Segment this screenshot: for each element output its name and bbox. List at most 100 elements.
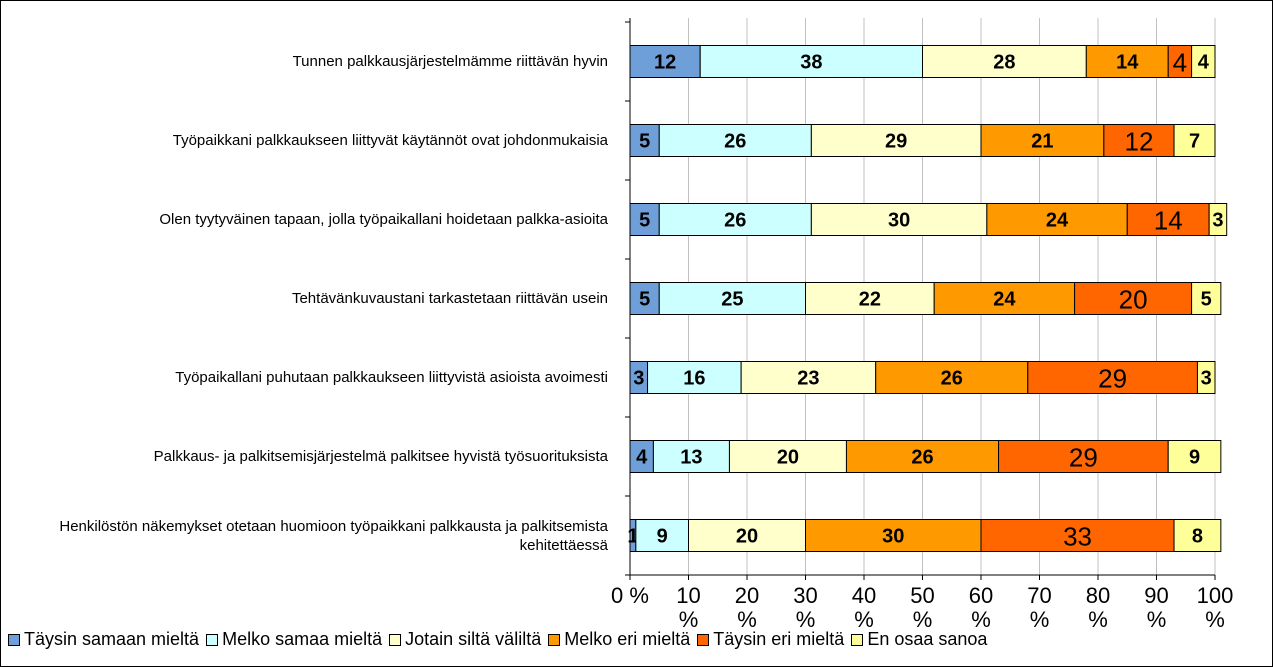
data-label: 26 [941, 368, 963, 390]
data-label: 26 [724, 210, 746, 232]
data-label: 9 [1189, 447, 1200, 469]
bar-segment [1191, 282, 1222, 315]
data-label: 14 [1116, 52, 1139, 74]
data-label: 24 [993, 289, 1016, 311]
legend-label: Täysin samaan mieltä [24, 629, 200, 649]
x-tick-label: 100 % [1196, 583, 1234, 632]
data-label: 16 [683, 368, 705, 390]
legend-label: Melko samaa mieltä [222, 629, 383, 649]
x-tick-label: 80 % [1085, 583, 1111, 632]
x-tick-label: 10 % [676, 583, 701, 632]
legend-swatch [548, 633, 561, 646]
legend-item: Täysin samaan mieltä [8, 629, 199, 650]
bar-segment [1191, 45, 1216, 78]
bar-segment [810, 124, 982, 157]
legend-item: Melko samaa mieltä [206, 629, 382, 650]
legend-label: Melko eri mieltä [564, 629, 691, 649]
x-tick-label: 50 % [910, 583, 935, 632]
data-label: 14 [1154, 206, 1183, 236]
data-label: 3 [633, 368, 644, 390]
legend-swatch [389, 633, 402, 646]
legend-item: Täysin eri mieltä [697, 629, 844, 650]
data-label: 20 [736, 526, 758, 548]
bar-segment [629, 124, 660, 157]
bar-segment [629, 203, 660, 236]
x-tick-label: 90 % [1144, 583, 1169, 632]
legend-item: En osaa sanoa [851, 629, 987, 650]
x-tick-label: 40 % [851, 583, 877, 632]
x-tick-label: 0 % [611, 583, 649, 608]
bar-segment [1196, 361, 1216, 394]
data-label: 9 [657, 526, 668, 548]
data-label: 21 [1031, 131, 1053, 153]
bar-segment [658, 203, 812, 236]
data-label: 13 [680, 447, 702, 469]
legend-label: Täysin eri mieltä [713, 629, 845, 649]
category-label: Tunnen palkkausjärjestelmämme riittävän … [292, 53, 608, 70]
data-label: 5 [639, 289, 650, 311]
data-label: 20 [777, 447, 799, 469]
bar-segment [845, 440, 1000, 473]
x-tick-label: 20 % [734, 583, 760, 632]
data-label: 29 [885, 131, 907, 153]
data-label: 8 [1192, 526, 1203, 548]
legend-item: Melko eri mieltä [548, 629, 690, 650]
data-label: 5 [639, 131, 650, 153]
bar-segment [658, 282, 806, 315]
category-label: Työpaikkani palkkaukseen liittyvät käytä… [172, 132, 608, 149]
data-label: 12 [1124, 127, 1153, 157]
data-label: 28 [993, 52, 1015, 74]
bar-segment [1085, 45, 1169, 78]
bar-segment [1208, 203, 1228, 236]
data-label: 3 [1212, 210, 1223, 232]
bar-segment [980, 519, 1175, 552]
data-label: 38 [800, 52, 822, 74]
data-label: 26 [911, 447, 933, 469]
bar-segment [1103, 124, 1175, 157]
legend-swatch [851, 633, 864, 646]
x-tick-label: 60 % [968, 583, 994, 632]
data-label: 29 [1098, 364, 1127, 394]
category-label: Olen tyytyväinen tapaan, jolla työpaikal… [159, 211, 608, 228]
category-label: Palkkaus- ja palkitsemisjärjestelmä palk… [153, 448, 608, 465]
bar-segment [805, 519, 982, 552]
x-tick-label: 70 % [1027, 583, 1052, 632]
bar-segment [699, 45, 924, 78]
bar-segment [652, 440, 730, 473]
legend-swatch [697, 633, 710, 646]
category-label: Työpaikallani puhutaan palkkaukseen liit… [175, 369, 608, 386]
data-label: 5 [1201, 289, 1212, 311]
data-label: 22 [859, 289, 881, 311]
legend-swatch [206, 633, 219, 646]
bar-segment [986, 203, 1128, 236]
data-label: 33 [1063, 522, 1092, 552]
bar-segment [629, 45, 701, 78]
legend-label: Jotain siltä väliltä [405, 629, 542, 649]
data-label: 24 [1046, 210, 1069, 232]
data-label: 4 [1173, 48, 1187, 78]
data-label: 26 [724, 131, 746, 153]
data-label: 12 [654, 52, 676, 74]
legend: Täysin samaan mieltä Melko samaa mieltä Jo… [8, 629, 987, 650]
bar-segment [740, 361, 877, 394]
category-label: Tehtävänkuvaustani tarkastetaan riittävä… [291, 290, 608, 307]
legend-item: Jotain siltä väliltä [389, 629, 541, 650]
data-label: 23 [797, 368, 819, 390]
data-label: 4 [636, 447, 648, 469]
data-label: 3 [1201, 368, 1212, 390]
bar-segment [1126, 203, 1210, 236]
bar-segment [658, 124, 812, 157]
data-label: 29 [1069, 443, 1098, 473]
category-label: Henkilöstön näkemykset otetaan huomioon … [59, 517, 608, 554]
bar-segment [805, 282, 935, 315]
data-label: 30 [882, 526, 904, 548]
data-label: 5 [639, 210, 650, 232]
bar-segment [998, 440, 1169, 473]
legend-swatch [8, 633, 20, 646]
bar-segment [922, 45, 1087, 78]
data-label: 30 [888, 210, 910, 232]
bar-segment [1167, 440, 1222, 473]
